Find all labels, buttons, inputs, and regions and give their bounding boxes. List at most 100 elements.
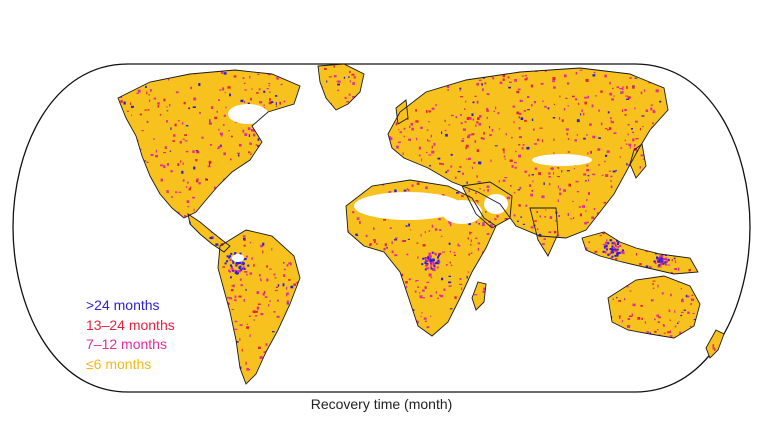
speckle — [234, 328, 238, 330]
speckle — [610, 185, 613, 188]
speckle — [677, 267, 680, 271]
speckle — [328, 76, 332, 78]
speckle — [436, 266, 439, 269]
speckle — [277, 284, 280, 287]
speckle — [610, 257, 613, 259]
speckle — [120, 100, 123, 103]
speckle — [476, 100, 479, 104]
speckle — [408, 223, 410, 227]
speckle — [485, 211, 487, 213]
speckle — [619, 87, 623, 90]
speckle — [611, 249, 614, 252]
speckle — [680, 288, 682, 290]
speckle — [229, 259, 232, 262]
speckle — [187, 206, 190, 208]
speckle — [184, 215, 187, 217]
speckle — [267, 74, 271, 76]
speckle — [677, 322, 679, 324]
speckle — [592, 173, 596, 176]
speckle — [608, 127, 612, 130]
speckle — [592, 74, 596, 77]
speckle — [187, 181, 189, 184]
speckle — [586, 134, 588, 136]
speckle — [355, 233, 358, 235]
speckle — [481, 83, 483, 86]
speckle — [620, 91, 624, 94]
speckle — [437, 262, 440, 265]
speckle — [449, 223, 452, 227]
speckle — [481, 137, 485, 140]
speckle — [652, 109, 655, 113]
speckle — [518, 204, 521, 207]
speckle — [548, 183, 551, 186]
speckle — [259, 101, 263, 104]
speckle — [516, 111, 520, 115]
speckle — [619, 317, 621, 319]
speckle — [475, 124, 477, 127]
speckle — [548, 231, 552, 234]
speckle — [265, 343, 268, 346]
speckle — [199, 111, 201, 114]
speckle — [681, 311, 684, 314]
speckle — [519, 136, 522, 139]
speckle — [188, 188, 191, 191]
speckle — [602, 250, 605, 253]
speckle — [388, 191, 392, 195]
speckle — [227, 296, 230, 299]
speckle — [222, 124, 225, 126]
speckle — [244, 258, 247, 260]
speckle — [615, 249, 617, 252]
speckle — [621, 109, 624, 112]
speckle — [431, 225, 434, 228]
speckle — [685, 294, 688, 298]
speckle — [506, 196, 511, 200]
speckle — [465, 144, 469, 148]
speckle — [258, 346, 261, 349]
speckle — [692, 313, 695, 314]
speckle — [524, 119, 527, 122]
speckle — [160, 164, 164, 167]
speckle — [245, 255, 248, 258]
speckle — [394, 254, 398, 257]
speckle — [169, 150, 172, 152]
speckle — [475, 192, 477, 194]
speckle — [655, 89, 659, 93]
speckle — [352, 82, 355, 85]
speckle — [454, 296, 457, 299]
speckle — [450, 264, 453, 267]
speckle — [476, 121, 479, 124]
speckle — [249, 142, 252, 145]
speckle — [421, 158, 423, 162]
speckle — [257, 145, 260, 147]
speckle — [530, 193, 534, 197]
speckle — [668, 64, 671, 67]
speckle — [663, 257, 666, 260]
speckle — [434, 262, 437, 265]
speckle — [174, 123, 177, 127]
speckle — [671, 259, 673, 262]
speckle — [264, 296, 268, 298]
speckle — [185, 150, 189, 153]
speckle — [637, 317, 641, 320]
speckle — [248, 369, 251, 371]
speckle — [238, 143, 242, 147]
speckle — [704, 78, 707, 81]
speckle — [262, 292, 265, 296]
speckle — [477, 242, 481, 245]
speckle — [268, 101, 272, 105]
speckle — [543, 238, 546, 240]
speckle — [242, 77, 245, 79]
speckle — [252, 310, 256, 314]
speckle — [640, 304, 643, 307]
speckle — [431, 224, 433, 226]
speckle — [198, 182, 201, 185]
speckle — [676, 67, 678, 70]
speckle — [462, 128, 466, 131]
speckle — [422, 297, 425, 299]
speckle — [424, 259, 427, 262]
speckle — [425, 151, 428, 153]
speckle — [251, 88, 253, 90]
speckle — [468, 253, 471, 256]
speckle — [434, 252, 437, 255]
speckle — [496, 215, 499, 218]
